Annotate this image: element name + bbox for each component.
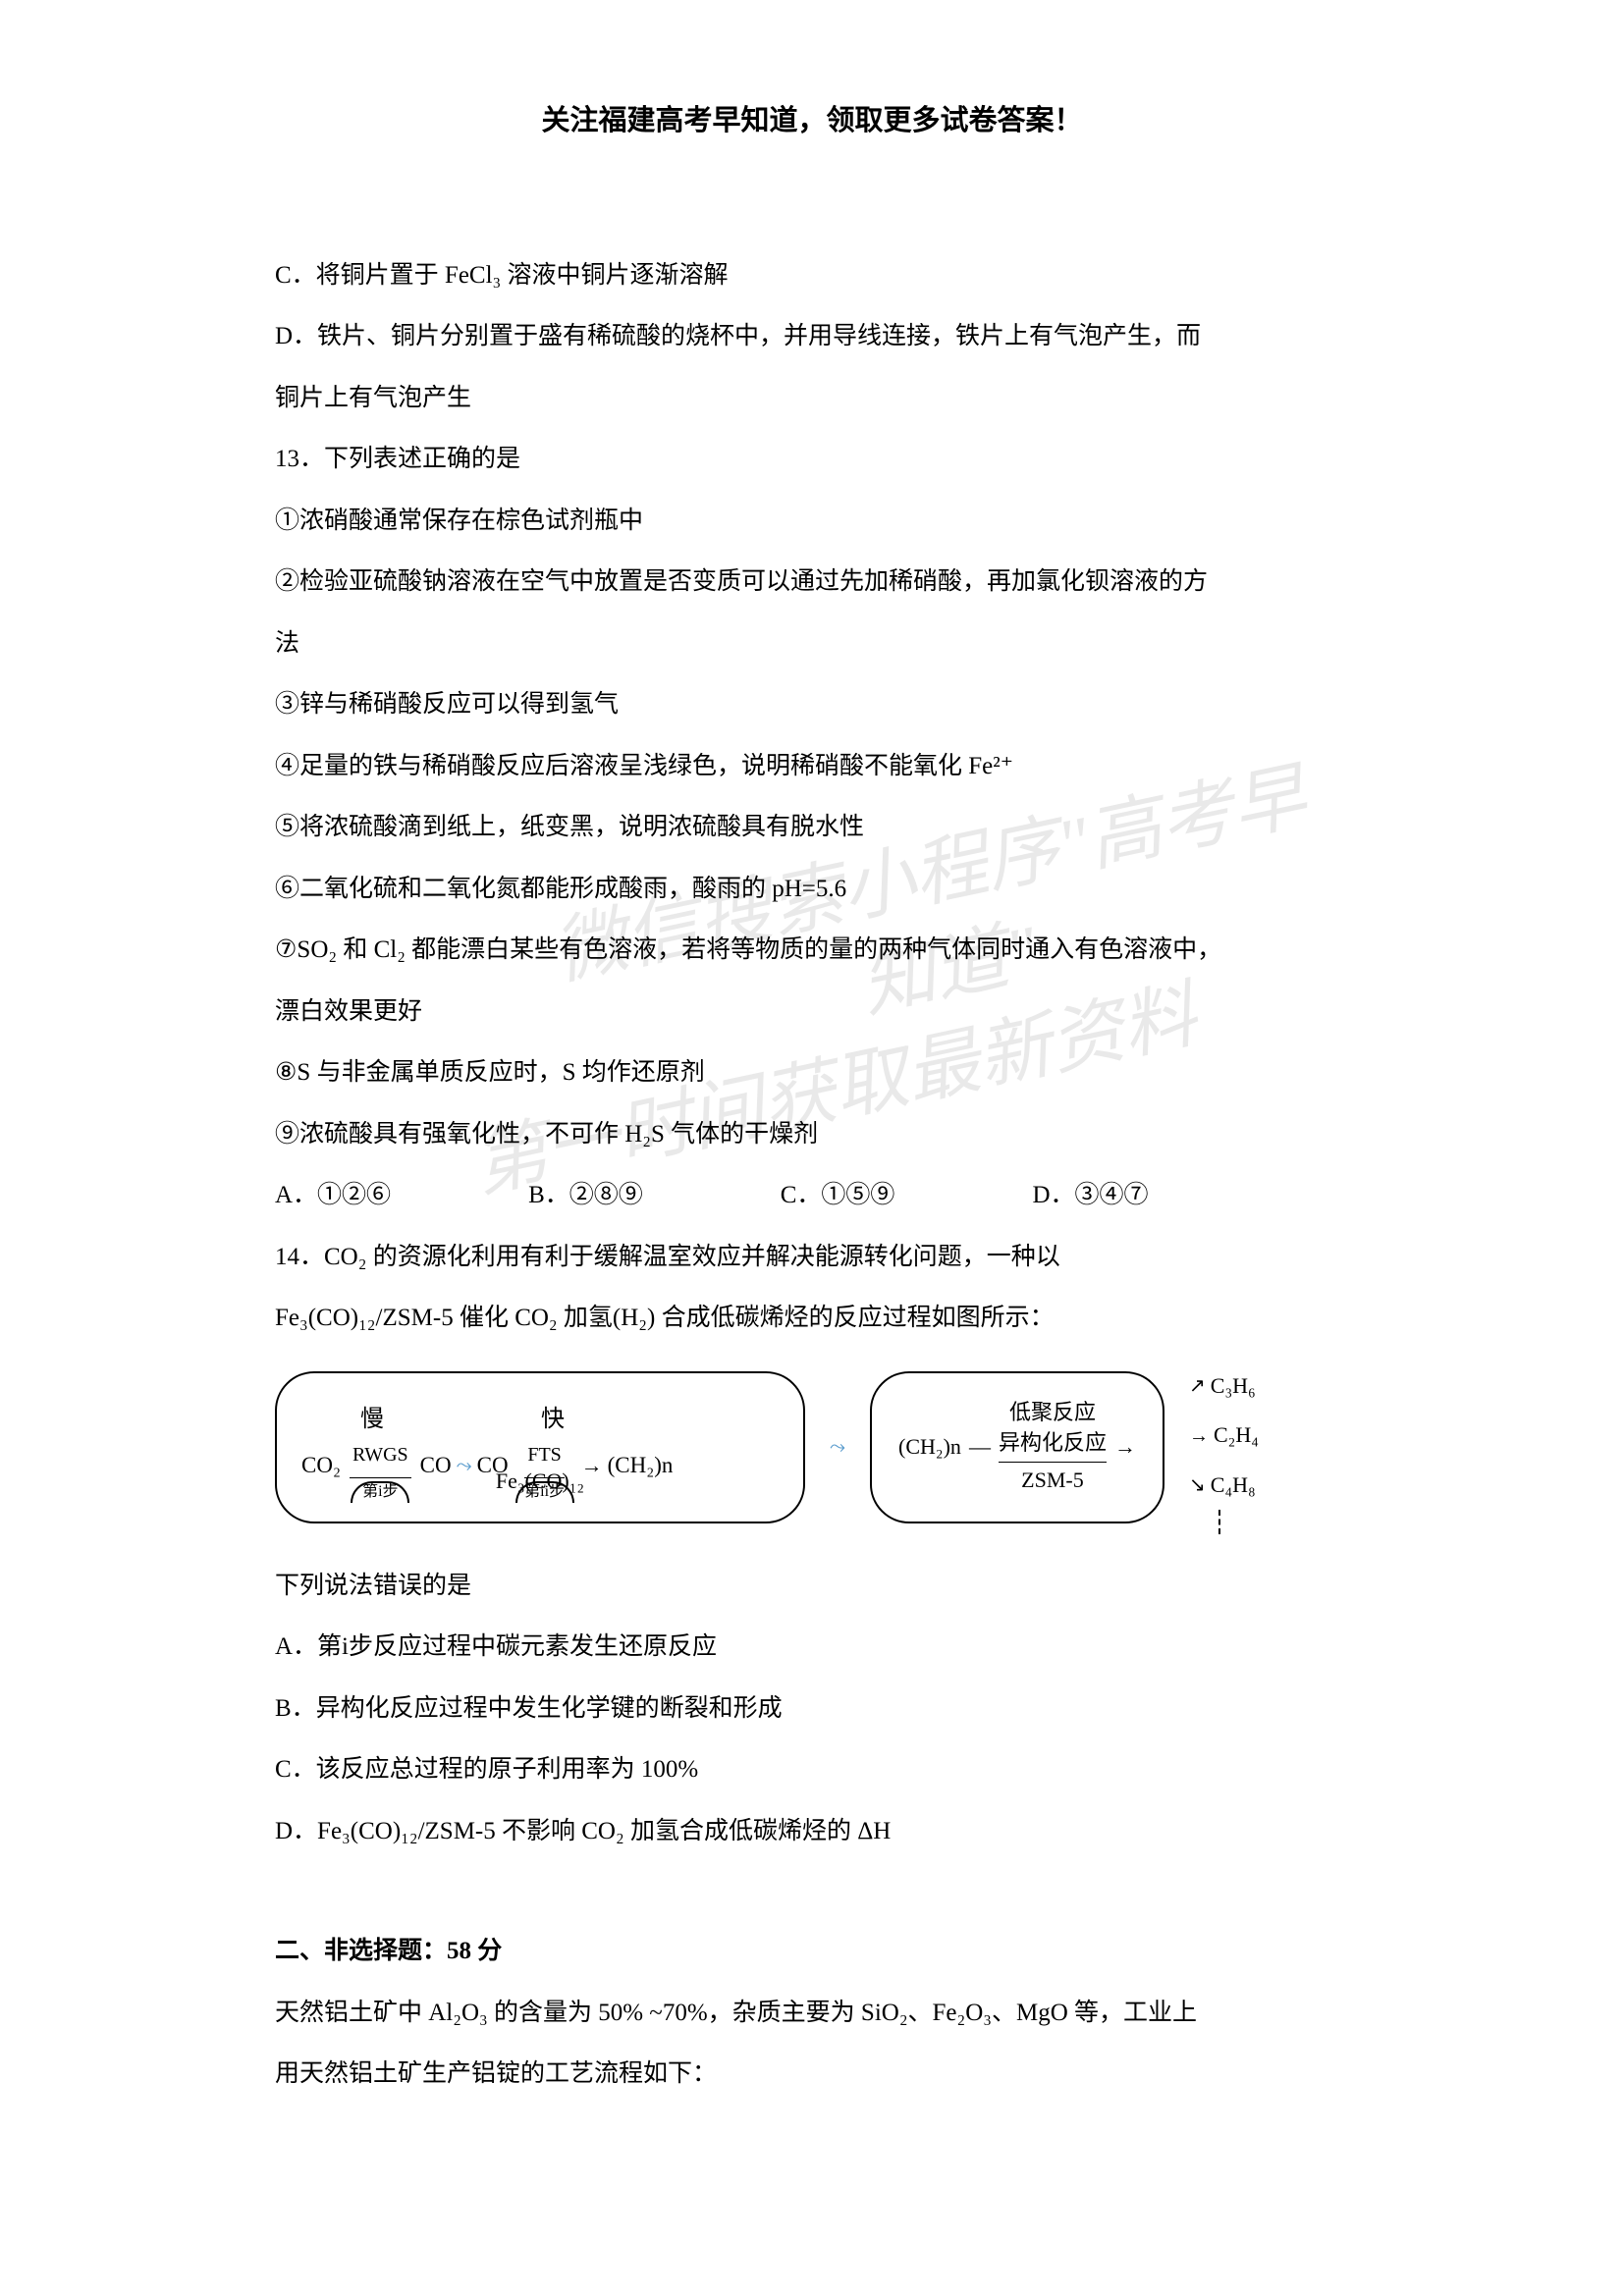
q13-statement-1: ①浓硝酸通常保存在棕色试剂瓶中	[275, 493, 1349, 550]
divider-line	[999, 1462, 1107, 1463]
q13-options: A．①②⑥ B．②⑧⑨ C．①⑤⑨ D．③④⑦	[275, 1167, 1349, 1224]
page: 关注福建高考早知道，领取更多试卷答案！ C．将铜片置于 FeCl₃ 溶液中铜片逐…	[0, 0, 1624, 2206]
section2-line1: 天然铝土矿中 Al₂O₃ 的含量为 50% ~70%，杂质主要为 SiO₂、Fe…	[275, 1985, 1349, 2042]
product-2: C₂H₄	[1214, 1411, 1259, 1461]
zsm5-label: ZSM-5	[999, 1466, 1107, 1496]
q13-statement-2a: ②检验亚硫酸钠溶液在空气中放置是否变质可以通过先加稀硝酸，再加氯化钡溶液的方	[275, 554, 1349, 611]
q12-option-d-line2: 铜片上有气泡产生	[275, 370, 1349, 427]
prod-arrow-2-icon: →	[1189, 1414, 1209, 1459]
low-poly-label: 低聚反应	[999, 1398, 1107, 1428]
q14-option-d: D．Fe₃(CO)₁₂/ZSM-5 不影响 CO₂ 加氢合成低碳烯烃的 ΔH	[275, 1803, 1349, 1860]
section2-line2: 用天然铝土矿生产铝锭的工艺流程如下：	[275, 2046, 1349, 2103]
q13-statement-4: ④足量的铁与稀硝酸反应后溶液呈浅绿色，说明稀硝酸不能氧化 Fe²⁺	[275, 738, 1349, 795]
arrow-3-icon: →	[1114, 1422, 1136, 1472]
q14-stem-line1: 14．CO₂ 的资源化利用有利于缓解温室效应并解决能源转化问题，一种以	[275, 1229, 1349, 1286]
catalyst-label: Fe₃(CO)₁₂	[496, 1457, 584, 1507]
diagram-box-right: (CH₂)n — 低聚反应 异构化反应 ZSM-5 →	[870, 1371, 1164, 1523]
section2-header: 二、非选择题：58 分	[275, 1923, 1349, 1980]
q13-option-d: D．③④⑦	[1032, 1167, 1148, 1224]
dotted-arrow-2-icon: ⤳	[830, 1424, 845, 1469]
arrow-2-icon: —	[969, 1422, 991, 1472]
q13-statement-7b: 漂白效果更好	[275, 984, 1349, 1041]
q13-statement-6: ⑥二氧化硫和二氧化氮都能形成酸雨，酸雨的 pH=5.6	[275, 861, 1349, 918]
products-list: ↗C₃H₆ →C₂H₄ ↘C₄H₈	[1189, 1362, 1259, 1533]
q14-option-a: A．第i步反应过程中碳元素发生还原反应	[275, 1619, 1349, 1676]
page-title: 关注福建高考早知道，领取更多试卷答案！	[275, 88, 1349, 154]
q12-option-c: C．将铜片置于 FeCl₃ 溶液中铜片逐渐溶解	[275, 247, 1349, 304]
q13-stem: 13．下列表述正确的是	[275, 431, 1349, 488]
q13-statement-3: ③锌与稀硝酸反应可以得到氢气	[275, 676, 1349, 733]
q14-stem-line2: Fe₃(CO)₁₂/ZSM-5 催化 CO₂ 加氢(H₂) 合成低碳烯烃的反应过…	[275, 1290, 1349, 1347]
q13-statement-2b: 法	[275, 615, 1349, 672]
dashed-continuation-icon	[1218, 1510, 1259, 1534]
prod-arrow-3-icon: ↘	[1189, 1463, 1206, 1508]
q13-statement-9: ⑨浓硫酸具有强氧化性，不可作 H₂S 气体的干燥剂	[275, 1106, 1349, 1163]
q13-option-b: B．②⑧⑨	[528, 1167, 643, 1224]
q14-option-c: C．该反应总过程的原子利用率为 100%	[275, 1741, 1349, 1798]
product-3: C₄H₈	[1211, 1461, 1256, 1511]
reaction-diagram: 慢 快 CO₂ RWGS 第i步 CO ⤳ CO FTS 第ii步	[275, 1362, 1349, 1533]
q14-followup: 下列说法错误的是	[275, 1558, 1349, 1615]
prod-arrow-1-icon: ↗	[1189, 1363, 1206, 1409]
q13-statement-7a: ⑦SO₂ 和 Cl₂ 都能漂白某些有色溶液，若将等物质的量的两种气体同时通入有色…	[275, 922, 1349, 979]
q13-option-a: A．①②⑥	[275, 1167, 391, 1224]
q13-statement-5: ⑤将浓硫酸滴到纸上，纸变黑，说明浓硫酸具有脱水性	[275, 799, 1349, 856]
q12-option-d-line1: D．铁片、铜片分别置于盛有稀硫酸的烧杯中，并用导线连接，铁片上有气泡产生，而	[275, 308, 1349, 365]
ch2n-label-2: (CH₂)n	[898, 1422, 961, 1472]
diagram-box-left: 慢 快 CO₂ RWGS 第i步 CO ⤳ CO FTS 第ii步	[275, 1371, 805, 1523]
isomer-label: 异构化反应	[999, 1428, 1107, 1459]
product-1: C₃H₆	[1211, 1362, 1256, 1412]
q13-statement-8: ⑧S 与非金属单质反应时，S 均作还原剂	[275, 1044, 1349, 1101]
q14-option-b: B．异构化反应过程中发生化学键的断裂和形成	[275, 1681, 1349, 1737]
q13-option-c: C．①⑤⑨	[781, 1167, 895, 1224]
